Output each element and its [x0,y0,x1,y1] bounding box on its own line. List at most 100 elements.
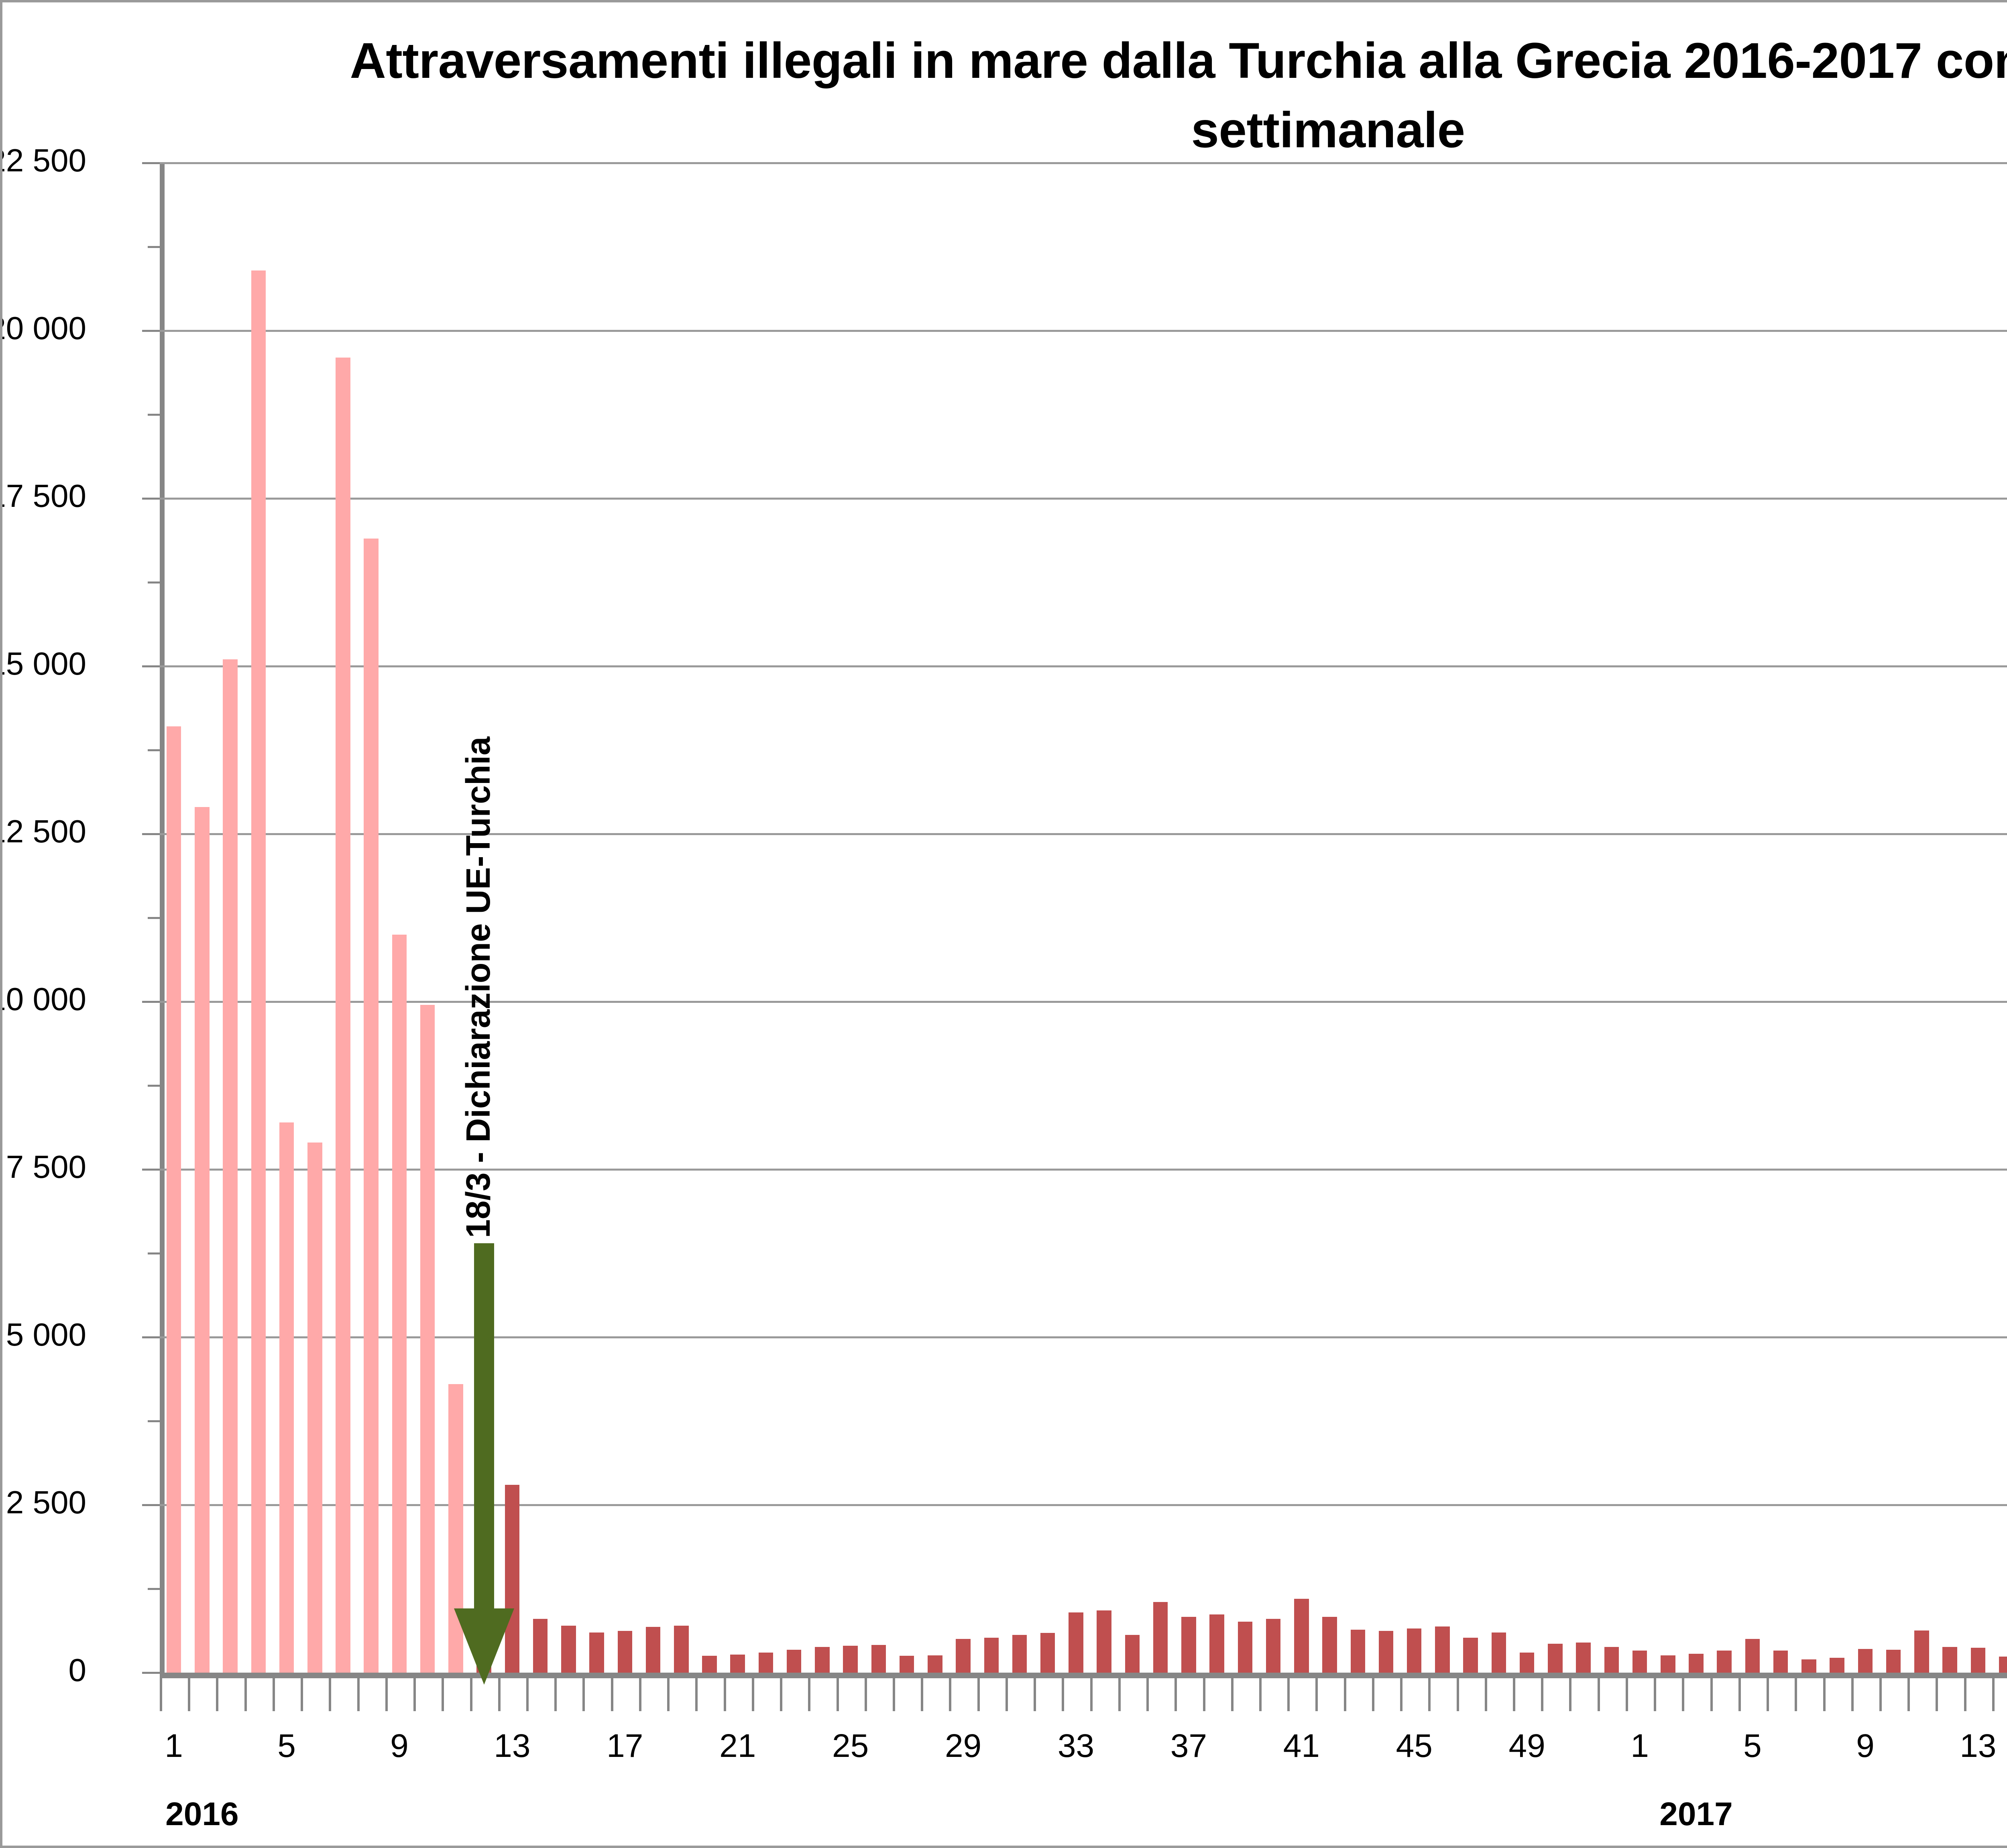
bar [1830,1658,1844,1673]
x-axis-tick [554,1678,557,1711]
x-axis-tick [1738,1678,1741,1711]
x-axis-tick [582,1678,585,1711]
x-axis-year-label: 2017 [1659,1796,1733,1832]
x-axis-label: 9 [390,1728,409,1764]
x-axis-tick [1879,1678,1882,1711]
bar [1576,1642,1591,1673]
bar [1519,1652,1535,1673]
deal-annotation-label: 18/3 - Dichiarazione UE-Turchia [459,736,497,1238]
bar [1040,1633,1055,1673]
x-axis-tick [695,1678,698,1711]
bar [1181,1617,1196,1673]
y-axis-minor-tick [148,1420,160,1422]
bar [1886,1650,1901,1673]
x-axis-tick [1654,1678,1657,1711]
x-axis-tick [836,1678,839,1711]
x-axis-label: 1 [165,1728,183,1764]
x-axis-label: 5 [1743,1728,1762,1764]
bar [928,1655,942,1673]
y-axis-label: 10 000 [2,981,86,1017]
x-axis-tick [921,1678,924,1711]
chart-title-line-2: settimanale [1191,102,1465,158]
y-axis-minor-tick [148,246,160,248]
x-axis-tick [892,1678,895,1711]
bar [786,1650,802,1673]
x-axis-tick [216,1678,219,1711]
gridline [160,1336,2007,1338]
y-axis-tick [142,1504,160,1506]
x-axis-tick [1597,1678,1600,1711]
bar [1209,1614,1224,1673]
x-axis-line [160,1673,2007,1678]
bar [1491,1632,1506,1673]
x-axis-label: 33 [1057,1728,1095,1764]
y-axis-tick [142,162,160,164]
x-axis-tick [780,1678,783,1711]
bar [420,1005,435,1673]
bar [1294,1599,1309,1673]
bar [1773,1650,1788,1673]
x-axis-tick [808,1678,811,1711]
x-axis-tick [1710,1678,1713,1711]
bar [364,539,379,1673]
x-axis-tick [329,1678,332,1711]
y-axis-tick [142,1672,160,1674]
x-axis-label: 17 [607,1728,643,1764]
x-axis-tick [1005,1678,1008,1711]
gridline [160,1504,2007,1506]
gridline [160,1001,2007,1003]
x-axis-tick [1090,1678,1093,1711]
bar [561,1625,576,1673]
x-axis-label: 45 [1396,1728,1433,1764]
bar [1069,1612,1083,1673]
y-axis-label: 7 500 [6,1149,86,1185]
x-axis-tick [301,1678,303,1711]
bar [984,1638,999,1673]
bar [1125,1635,1140,1673]
gridline [160,498,2007,500]
x-axis-tick [1569,1678,1572,1711]
x-axis-tick [498,1678,501,1711]
y-axis-label: 0 [68,1652,87,1688]
bar [899,1656,914,1673]
bar [1266,1619,1281,1673]
x-axis-tick [1428,1678,1431,1711]
gridline [160,162,2007,164]
x-axis-year-label: 2016 [165,1796,239,1832]
x-axis-tick [751,1678,754,1711]
bar [843,1646,858,1673]
y-axis-label: 22 500 [2,142,86,178]
x-axis-tick [1062,1678,1065,1711]
x-axis-tick [1936,1678,1938,1711]
bar [1548,1644,1563,1673]
x-axis-tick [413,1678,416,1711]
bar [1970,1648,1986,1673]
y-axis-label: 5 000 [6,1317,86,1352]
x-axis-tick [1907,1678,1910,1711]
bar [1632,1650,1647,1673]
x-axis-tick [1795,1678,1797,1711]
x-axis-tick [1851,1678,1854,1711]
bar [617,1631,633,1673]
y-axis-tick [142,1001,160,1003]
x-axis-tick [1372,1678,1374,1711]
chart-title: Attraversamenti illegali in mare dalla T… [2,26,2007,165]
y-axis-line [160,163,165,1673]
bar [195,807,210,1673]
bar [1604,1647,1619,1673]
gridline [160,330,2007,332]
y-axis-label: 17 500 [2,478,86,514]
bar [1463,1638,1478,1673]
bar [1435,1626,1450,1673]
x-axis-tick [1259,1678,1262,1711]
y-axis-minor-tick [148,1252,160,1254]
bar [251,270,266,1673]
y-axis-minor-tick [148,1588,160,1590]
x-axis-tick [1513,1678,1516,1711]
bar [1999,1656,2007,1673]
y-axis-minor-tick [148,917,160,919]
bar [956,1639,971,1673]
x-axis-tick [1682,1678,1685,1711]
x-axis-tick [160,1678,162,1711]
y-axis-label: 20 000 [2,310,86,346]
